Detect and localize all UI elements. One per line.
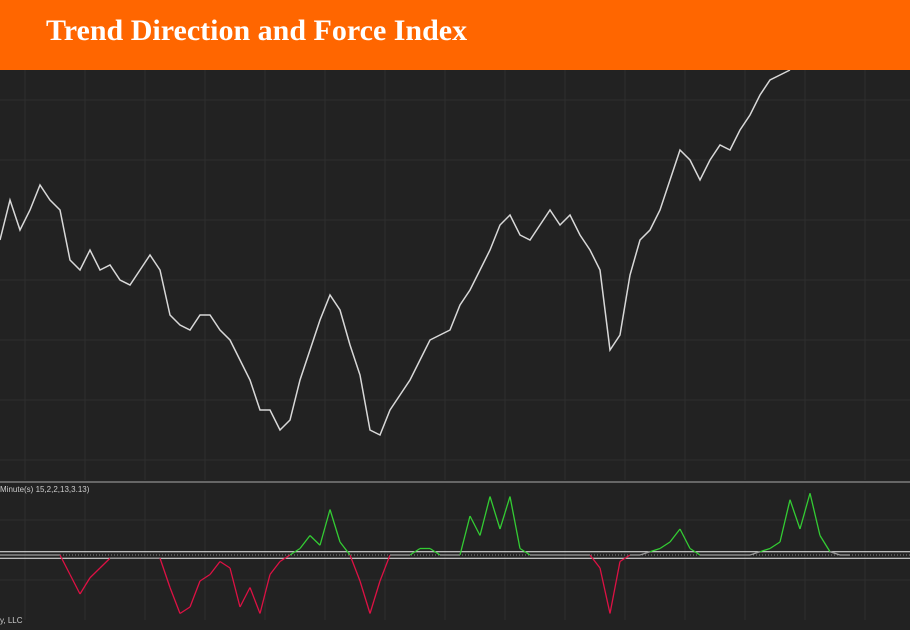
indicator-segment — [819, 535, 831, 553]
indicator-segment — [409, 547, 421, 556]
indicator-segment — [249, 587, 261, 614]
indicator-segment — [649, 547, 661, 553]
indicator-segment — [189, 580, 201, 608]
indicator-segment — [469, 515, 481, 536]
indicator-segment — [349, 554, 361, 582]
indicator-segment — [99, 557, 111, 569]
indicator-segment — [159, 558, 171, 588]
indicator-segment — [689, 547, 701, 556]
indicator-segment — [429, 547, 441, 556]
indicator-segment — [179, 606, 191, 615]
indicator-segment — [269, 561, 281, 575]
price-line — [0, 69, 791, 437]
indicator-segment — [329, 509, 341, 543]
indicator-segment — [199, 573, 211, 582]
title: Trend Direction and Force Index — [46, 14, 468, 47]
indicator-segment — [749, 551, 761, 556]
indicator-segment — [489, 496, 501, 530]
indicator-segment — [59, 554, 71, 575]
indicator-segment — [459, 515, 471, 556]
indicator-segment — [479, 496, 491, 536]
indicator-segment — [589, 554, 601, 569]
indicator-segment — [519, 547, 531, 556]
indicator-segment — [599, 567, 611, 614]
indicator-segment — [669, 528, 681, 543]
indicator-segment — [319, 509, 331, 546]
indicator-segment — [359, 580, 371, 614]
indicator-segment — [279, 554, 291, 563]
banner: Trend Direction and Force Index — [0, 0, 910, 70]
indicator-segment — [169, 587, 181, 614]
indicator-segment — [89, 567, 101, 579]
indicator-segment — [79, 577, 91, 595]
indicator-segment — [209, 561, 221, 575]
indicator-segment — [799, 493, 811, 530]
indicator-segment — [779, 499, 791, 543]
indicator-segment — [679, 528, 691, 549]
indicator-segment — [639, 551, 651, 556]
indicator-segment — [499, 496, 511, 530]
indicator-segment — [369, 580, 381, 614]
indicator-segment — [379, 554, 391, 582]
indicator-segment — [829, 551, 841, 556]
indicator-segment — [789, 499, 801, 530]
background — [0, 70, 910, 630]
indicator-segment — [229, 567, 241, 608]
indicator-segment — [509, 496, 521, 549]
indicator-segment — [769, 541, 781, 550]
indicator-segment — [239, 587, 251, 608]
indicator-segment — [69, 574, 81, 595]
indicator-segment — [619, 554, 631, 563]
indicator-segment — [759, 547, 771, 553]
indicator-segment — [219, 560, 231, 569]
indicator-segment — [609, 561, 621, 614]
indicator-segment — [259, 574, 271, 614]
indicator-label: Minute(s) 15,2,2,13,3.13) — [0, 485, 90, 494]
indicator-segment — [809, 493, 821, 536]
indicator-segment — [339, 541, 351, 556]
indicator-segment — [289, 547, 301, 556]
indicator-segment — [309, 535, 321, 546]
footer-text: y, LLC — [0, 616, 23, 625]
indicator-segment — [299, 535, 311, 549]
indicator-segment — [659, 541, 671, 550]
